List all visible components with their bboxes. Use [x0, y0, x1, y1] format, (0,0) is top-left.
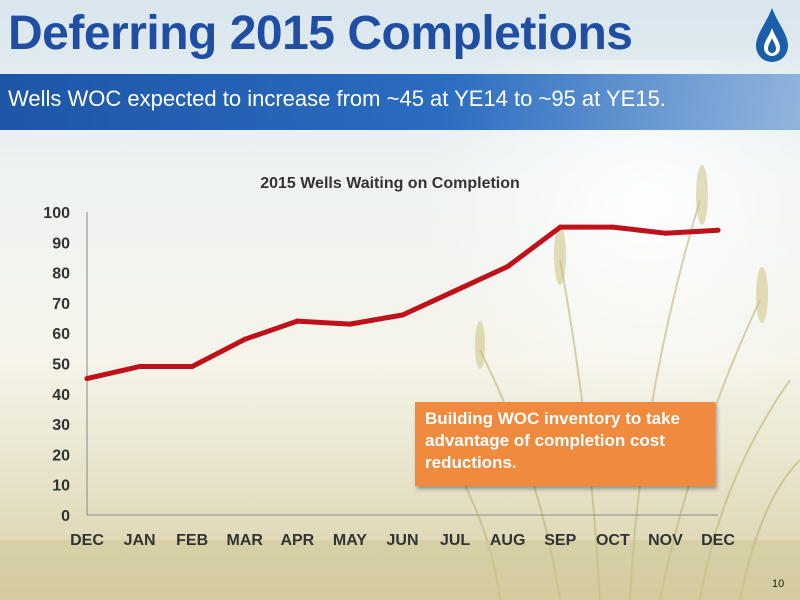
y-tick-label: 0 — [61, 508, 70, 525]
data-point — [505, 264, 511, 270]
data-point — [294, 318, 300, 324]
y-tick-label: 10 — [52, 478, 70, 495]
chart-title: 2015 Wells Waiting on Completion — [260, 175, 520, 192]
x-tick-label: MAR — [227, 532, 264, 549]
y-tick-label: 40 — [52, 387, 70, 404]
x-tick-label: OCT — [596, 532, 630, 549]
y-tick-label: 30 — [52, 417, 70, 434]
y-tick-label: 100 — [43, 205, 70, 222]
x-tick-label: SEP — [544, 532, 576, 549]
y-tick-label: 90 — [52, 235, 70, 252]
data-point — [242, 336, 248, 342]
data-point — [715, 227, 721, 233]
data-point — [189, 364, 195, 370]
data-point — [347, 321, 353, 327]
y-tick-label: 20 — [52, 447, 70, 464]
slide-title: Deferring 2015 Completions — [8, 7, 633, 60]
y-tick-label: 80 — [52, 266, 70, 283]
x-tick-labels: DEC JAN FEB MAR APR MAY JUN JUL AUG SEP OCT NOV DEC — [70, 532, 735, 549]
y-tick-labels: 0 10 20 30 40 50 60 70 80 90 100 — [43, 205, 70, 525]
slide-subtitle: Wells WOC expected to increase from ~45 … — [8, 86, 666, 111]
data-point — [610, 224, 616, 230]
y-tick-label: 70 — [52, 296, 70, 313]
x-tick-label: DEC — [701, 532, 735, 549]
x-tick-label: JUL — [440, 532, 470, 549]
data-point — [662, 230, 668, 236]
x-tick-label: AUG — [490, 532, 526, 549]
x-tick-label: JUN — [386, 532, 418, 549]
x-tick-label: APR — [280, 532, 314, 549]
page-number: 10 — [772, 578, 785, 590]
data-point — [452, 288, 458, 294]
y-tick-label: 50 — [52, 357, 70, 374]
series-layer — [84, 224, 721, 382]
subtitle-banner — [0, 74, 800, 130]
data-point — [400, 312, 405, 318]
x-tick-label: NOV — [648, 532, 683, 549]
data-point — [137, 364, 143, 370]
callout-box: Building WOC inventory to take advantage… — [415, 402, 715, 486]
y-tick-label: 60 — [52, 326, 70, 343]
x-tick-label: JAN — [124, 532, 156, 549]
data-point — [557, 224, 563, 230]
x-tick-label: MAY — [333, 532, 367, 549]
series-line — [84, 224, 721, 382]
flame-drop-logo-icon — [756, 8, 788, 62]
x-tick-label: FEB — [176, 532, 208, 549]
x-tick-label: DEC — [70, 532, 104, 549]
data-point — [84, 376, 90, 382]
